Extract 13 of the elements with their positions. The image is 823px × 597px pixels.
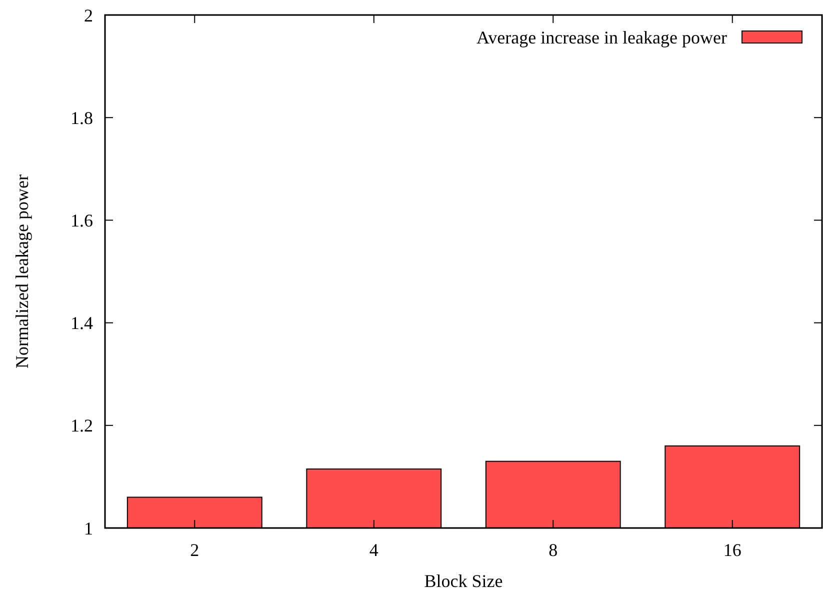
x-tick-label: 2 — [190, 540, 200, 560]
x-tick-label: 4 — [369, 540, 378, 560]
y-tick-label: 1.6 — [70, 210, 93, 230]
y-tick-label: 1.2 — [70, 416, 93, 436]
x-tick-label: 16 — [723, 540, 742, 560]
x-axis-title: Block Size — [424, 571, 503, 591]
legend-label: Average increase in leakage power — [476, 27, 727, 48]
y-axis-title: Normalized leakage power — [12, 174, 32, 368]
x-tick-label: 8 — [548, 540, 558, 560]
y-tick-label: 1 — [84, 518, 93, 538]
y-tick-label: 1.8 — [70, 108, 93, 128]
y-tick-label: 1.4 — [70, 313, 93, 334]
y-tick-label: 2 — [84, 5, 93, 26]
